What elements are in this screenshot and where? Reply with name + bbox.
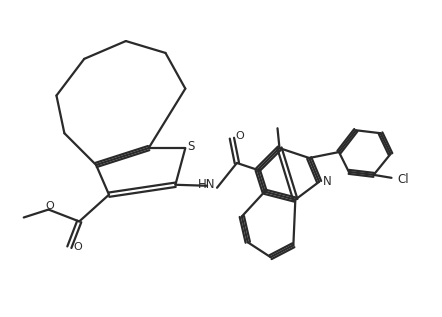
- Text: O: O: [73, 242, 82, 252]
- Text: O: O: [236, 131, 244, 141]
- Text: O: O: [45, 201, 54, 210]
- Text: HN: HN: [198, 178, 216, 191]
- Text: N: N: [323, 175, 332, 188]
- Text: Cl: Cl: [397, 173, 409, 186]
- Text: S: S: [187, 139, 195, 152]
